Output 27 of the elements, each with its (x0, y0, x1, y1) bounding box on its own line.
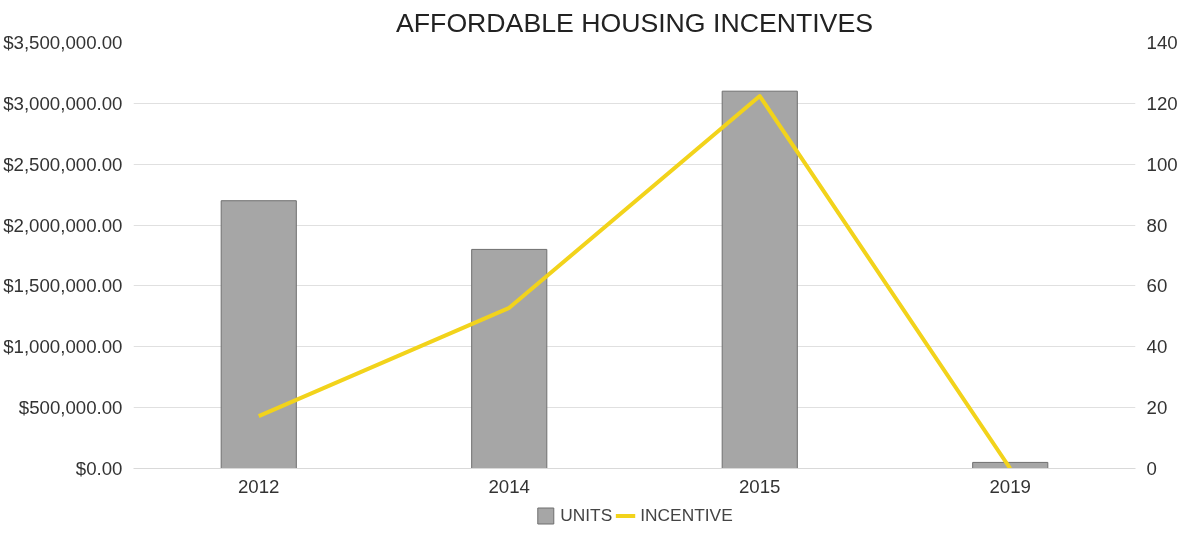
y-tick-label: $500,000.00 (18, 397, 123, 419)
y2-tick-label: 100 (1146, 153, 1178, 175)
x-tick-label: 2012 (238, 475, 280, 497)
x-tick-label: 2015 (739, 475, 781, 497)
y2-tick-label: 140 (1146, 32, 1178, 53)
y2-tick-label: 120 (1146, 92, 1178, 114)
x-tick-label: 2014 (488, 475, 531, 497)
y-tick-label: $3,000,000.00 (3, 92, 123, 114)
bar (471, 248, 548, 469)
chart-title: AFFORDABLE HOUSING INCENTIVES (396, 7, 873, 38)
y2-tick-label: 20 (1146, 397, 1168, 419)
bar (721, 90, 798, 469)
y2-tick-label: 80 (1146, 214, 1168, 236)
legend-label: UNITS (560, 504, 613, 526)
y-tick-label: $0.00 (75, 458, 123, 479)
y-tick-label: $2,000,000.00 (3, 214, 123, 236)
y-tick-label: $1,000,000.00 (3, 336, 123, 358)
bar (220, 200, 297, 469)
y-tick-label: $1,500,000.00 (3, 275, 123, 297)
line-series (256, 94, 1013, 469)
legend-label: INCENTIVE (640, 504, 733, 526)
x-tick-label: 2019 (989, 475, 1032, 497)
y-tick-label: $3,500,000.00 (3, 32, 123, 53)
y2-tick-label: 0 (1146, 458, 1157, 479)
y-tick-label: $2,500,000.00 (3, 153, 123, 175)
y2-tick-label: 40 (1146, 336, 1168, 358)
y2-tick-label: 60 (1146, 275, 1168, 297)
